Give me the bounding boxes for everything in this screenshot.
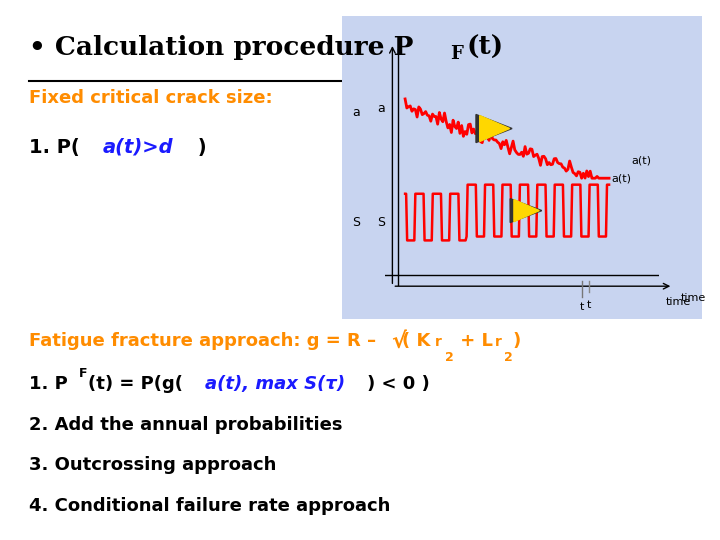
Text: 2. Add the annual probabilities: 2. Add the annual probabilities [29, 416, 342, 434]
Text: a: a [377, 102, 385, 114]
Polygon shape [476, 114, 512, 143]
Text: time: time [666, 297, 691, 307]
Text: 4. Conditional failure rate approach: 4. Conditional failure rate approach [29, 497, 390, 515]
Text: t: t [580, 302, 585, 313]
Polygon shape [510, 199, 541, 222]
Text: a(t), max S(τ): a(t), max S(τ) [205, 375, 346, 393]
Text: a: a [352, 106, 360, 119]
Text: t: t [588, 300, 592, 310]
Text: • Calculation procedure P: • Calculation procedure P [29, 35, 413, 60]
Text: 2: 2 [445, 351, 454, 364]
Text: (t) = P(g(: (t) = P(g( [88, 375, 183, 393]
Text: (t): (t) [467, 35, 504, 60]
Text: ( K: ( K [402, 332, 430, 350]
Text: ): ) [513, 332, 521, 350]
Polygon shape [514, 200, 539, 221]
Text: Fatigue fracture approach: g = R –: Fatigue fracture approach: g = R – [29, 332, 382, 350]
Polygon shape [480, 116, 510, 141]
Text: F: F [78, 367, 87, 380]
Text: + L: + L [454, 332, 492, 350]
Text: 3. Outcrossing approach: 3. Outcrossing approach [29, 456, 276, 474]
Text: 2: 2 [504, 351, 513, 364]
Text: S: S [377, 215, 385, 228]
Text: S: S [352, 215, 360, 228]
Text: time: time [680, 293, 706, 303]
Text: F: F [450, 45, 463, 63]
Text: 1. P(: 1. P( [29, 138, 86, 157]
Bar [342, 16, 702, 319]
Text: ): ) [191, 138, 207, 157]
Text: a(t)>d: a(t)>d [102, 138, 173, 157]
Text: 1. P: 1. P [29, 375, 68, 393]
Text: a(t): a(t) [611, 173, 631, 183]
Text: ) < 0 ): ) < 0 ) [367, 375, 430, 393]
Text: a(t): a(t) [631, 156, 652, 165]
Text: r: r [435, 335, 442, 349]
Text: √: √ [391, 332, 406, 352]
Text: r: r [495, 335, 503, 349]
Text: Fixed critical crack size:: Fixed critical crack size: [29, 89, 272, 107]
